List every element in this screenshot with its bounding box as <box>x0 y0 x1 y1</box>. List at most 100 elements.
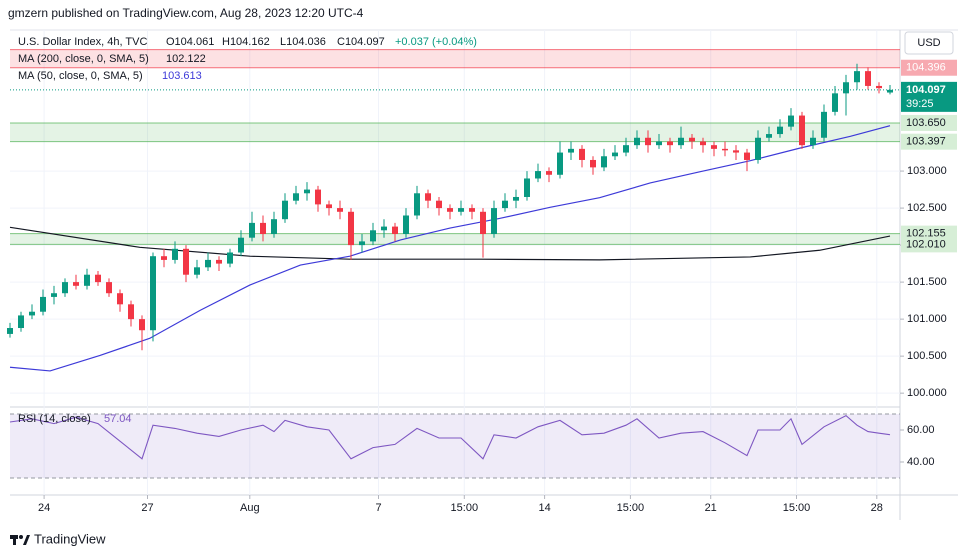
candle-body <box>678 137 684 146</box>
countdown-label: 39:25 <box>906 98 934 110</box>
candle-body <box>645 137 651 146</box>
candle-body <box>810 137 816 146</box>
candle-body <box>139 319 145 331</box>
currency-button[interactable] <box>904 31 954 55</box>
x-tick-label: 14 <box>538 502 550 514</box>
symbol-legend: U.S. Dollar Index, 4h, TVC <box>18 36 147 48</box>
candle-body <box>623 145 629 153</box>
logo-dot <box>19 535 23 539</box>
x-tick-label: 28 <box>871 502 883 514</box>
candle-body <box>843 82 849 94</box>
x-tick-label: 24 <box>38 502 50 514</box>
last-price-label: 104.097 <box>906 84 946 96</box>
candle-body <box>535 171 541 179</box>
candle-body <box>788 115 794 127</box>
candle-body <box>876 85 882 89</box>
candle-body <box>491 208 497 234</box>
moving-average <box>9 125 891 372</box>
footer-brand: TradingView <box>34 531 106 546</box>
candle-body <box>249 222 255 238</box>
candle-body <box>513 196 519 201</box>
candle-body <box>370 230 376 242</box>
rsi-band <box>10 414 900 478</box>
y-tick-label: 101.500 <box>907 276 947 288</box>
candle-body <box>590 159 596 168</box>
x-tick-label: 27 <box>141 502 153 514</box>
candle-body <box>359 241 365 246</box>
candle-body <box>348 211 354 246</box>
candle-body <box>733 150 739 153</box>
zone-label-bg <box>901 59 957 76</box>
logo-slash <box>23 535 30 545</box>
y-tick-label: 102.500 <box>907 202 947 214</box>
x-tick-label: 21 <box>705 502 717 514</box>
candle-body <box>480 211 486 234</box>
rsi-line <box>9 414 891 460</box>
candle-body <box>40 296 46 312</box>
candle-body <box>238 237 244 253</box>
candle-body <box>84 274 90 286</box>
candle-body <box>172 248 178 260</box>
attribution: gmzern published on TradingView.com, Aug… <box>8 6 364 20</box>
candle-body <box>414 193 420 216</box>
y-tick-label: 100.500 <box>907 350 947 362</box>
candle-body <box>766 134 772 138</box>
x-tick-label: 15:00 <box>617 502 645 514</box>
zone-label: 102.010 <box>906 238 946 250</box>
candle-body <box>326 204 332 209</box>
candle-body <box>777 126 783 135</box>
candle-body <box>425 193 431 201</box>
ohlc-legend: C104.097 <box>337 36 385 48</box>
series-legend-name: MA (50, close, 0, SMA, 5) <box>18 70 143 82</box>
ohlc-legend: +0.037 (+0.04%) <box>395 36 477 48</box>
last-price-bg <box>901 81 957 112</box>
candle-body <box>117 293 123 305</box>
rsi-tick-label: 60.00 <box>907 424 935 436</box>
candle-body <box>392 226 398 234</box>
series-legend-name: MA (200, close, 0, SMA, 5) <box>18 53 149 65</box>
candle-body <box>106 282 112 294</box>
candle-body <box>18 315 24 329</box>
zone <box>10 122 900 142</box>
candle-body <box>458 208 464 212</box>
zone <box>10 49 900 68</box>
candle-body <box>711 145 717 149</box>
candle-body <box>150 256 156 331</box>
zone-label-bg <box>901 114 957 131</box>
candle-body <box>799 115 805 146</box>
y-tick-label: 103.000 <box>907 165 947 177</box>
candle-body <box>271 219 277 234</box>
candle-body <box>469 208 475 212</box>
ohlc-legend: H104.162 <box>222 36 270 48</box>
candle-body <box>128 304 134 320</box>
candle-body <box>315 189 321 205</box>
candle-body <box>634 137 640 146</box>
x-tick-label: 15:00 <box>451 502 479 514</box>
candle-body <box>73 282 79 286</box>
logo-stem <box>13 535 16 545</box>
candle-body <box>260 222 266 234</box>
candle-body <box>689 137 695 142</box>
candle-body <box>854 71 860 83</box>
candle-body <box>557 152 563 175</box>
rsi-tick-label: 40.00 <box>907 456 935 468</box>
zone-label: 103.650 <box>906 117 946 129</box>
candle-body <box>601 156 607 168</box>
rsi-legend-name: RSI (14, close) <box>18 413 91 425</box>
candle-body <box>656 141 662 146</box>
zone-label: 104.396 <box>906 62 946 74</box>
candle-body <box>832 93 838 112</box>
zone-label-bg <box>901 133 957 150</box>
candle-body <box>524 178 530 197</box>
candle-body <box>667 141 673 146</box>
candle-body <box>183 248 189 275</box>
candle-body <box>722 148 728 151</box>
candle-body <box>161 256 167 260</box>
candle-body <box>216 259 222 264</box>
zone <box>10 233 900 245</box>
candle-body <box>205 259 211 268</box>
candle-body <box>502 200 508 209</box>
candle-body <box>447 208 453 212</box>
